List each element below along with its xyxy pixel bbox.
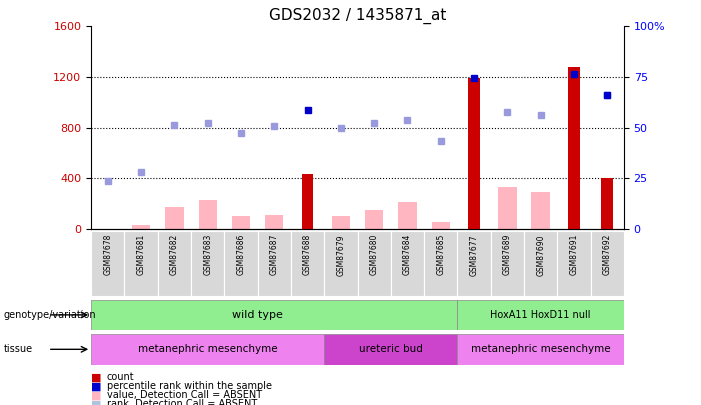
Text: GSM87691: GSM87691 (569, 234, 578, 275)
Bar (524, 231, 557, 296)
Bar (224, 231, 258, 296)
Bar (198, 200, 217, 229)
Bar (324, 334, 457, 364)
Text: GSM87679: GSM87679 (336, 234, 346, 275)
Text: GSM87678: GSM87678 (103, 234, 112, 275)
Bar (265, 215, 283, 229)
Text: metanephric mesenchyme: metanephric mesenchyme (471, 344, 611, 354)
Text: ureteric bud: ureteric bud (359, 344, 423, 354)
Bar (457, 300, 624, 330)
Bar (365, 210, 383, 229)
Bar (568, 67, 580, 229)
Text: value, Detection Call = ABSENT: value, Detection Call = ABSENT (107, 390, 261, 400)
Bar (491, 231, 524, 296)
Text: ■: ■ (91, 399, 102, 405)
Text: GSM87686: GSM87686 (236, 234, 245, 275)
Text: GSM87688: GSM87688 (303, 234, 312, 275)
Text: percentile rank within the sample: percentile rank within the sample (107, 382, 271, 391)
Bar (498, 187, 517, 229)
Bar (258, 231, 291, 296)
Title: GDS2032 / 1435871_at: GDS2032 / 1435871_at (268, 7, 447, 23)
Text: GSM87680: GSM87680 (369, 234, 379, 275)
Text: GSM87692: GSM87692 (603, 234, 612, 275)
Text: GSM87684: GSM87684 (403, 234, 412, 275)
Bar (590, 231, 624, 296)
Bar (191, 231, 224, 296)
Text: GSM87689: GSM87689 (503, 234, 512, 275)
Bar (432, 222, 450, 229)
Text: GSM87677: GSM87677 (470, 234, 479, 275)
Bar (158, 231, 191, 296)
Bar (468, 78, 480, 229)
Bar (291, 231, 324, 296)
Text: genotype/variation: genotype/variation (4, 310, 96, 320)
Bar (165, 207, 184, 229)
Text: GSM87687: GSM87687 (270, 234, 279, 275)
Bar (91, 231, 125, 296)
Bar (457, 334, 624, 364)
Text: count: count (107, 373, 134, 382)
Text: ■: ■ (91, 373, 102, 382)
Text: HoxA11 HoxD11 null: HoxA11 HoxD11 null (491, 310, 591, 320)
Bar (557, 231, 591, 296)
Text: tissue: tissue (4, 344, 33, 354)
Bar (457, 231, 491, 296)
Bar (91, 300, 457, 330)
Bar (424, 231, 458, 296)
Bar (358, 231, 391, 296)
Bar (531, 192, 550, 229)
Bar (398, 202, 416, 229)
Bar (125, 231, 158, 296)
Bar (601, 178, 613, 229)
Text: GSM87681: GSM87681 (137, 234, 146, 275)
Bar (91, 334, 324, 364)
Text: wild type: wild type (232, 310, 283, 320)
Bar (232, 216, 250, 229)
Text: rank, Detection Call = ABSENT: rank, Detection Call = ABSENT (107, 399, 257, 405)
Text: metanephric mesenchyme: metanephric mesenchyme (138, 344, 278, 354)
Text: ■: ■ (91, 390, 102, 400)
Bar (132, 225, 150, 229)
Text: GSM87683: GSM87683 (203, 234, 212, 275)
Text: GSM87690: GSM87690 (536, 234, 545, 275)
Bar (332, 216, 350, 229)
Text: GSM87685: GSM87685 (436, 234, 445, 275)
Bar (324, 231, 358, 296)
Text: GSM87682: GSM87682 (170, 234, 179, 275)
Bar (391, 231, 424, 296)
Text: ■: ■ (91, 382, 102, 391)
Bar (301, 175, 313, 229)
